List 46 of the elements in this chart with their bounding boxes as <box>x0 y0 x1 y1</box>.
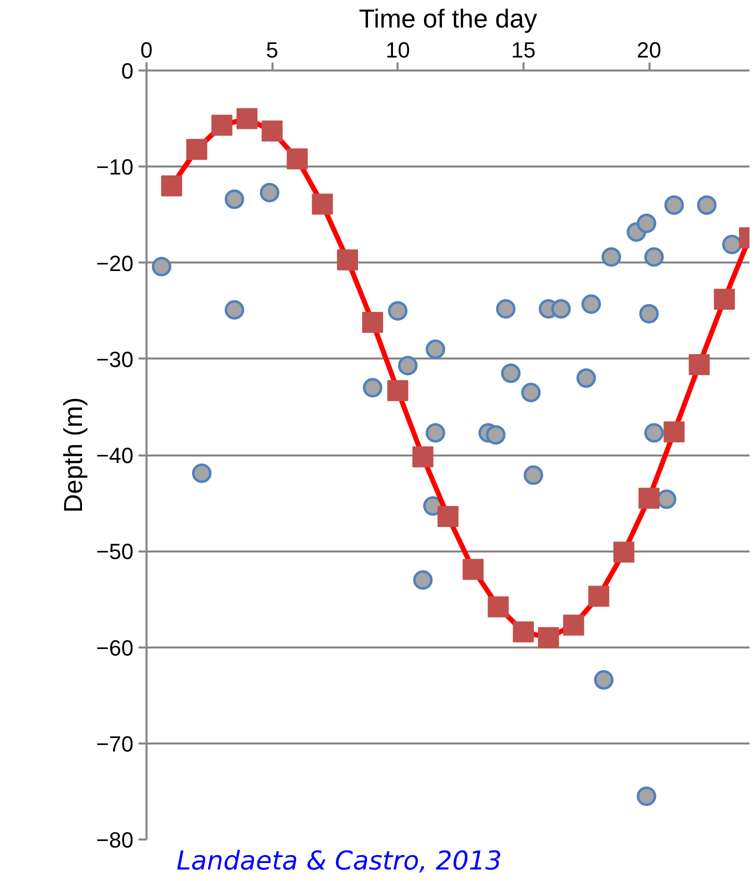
x-tick-label: 15 <box>511 38 536 62</box>
point <box>722 234 742 254</box>
point <box>260 182 280 202</box>
point <box>426 340 446 359</box>
y-tick-label: −60 <box>96 635 134 660</box>
point <box>388 301 408 321</box>
y-tick-label: −70 <box>96 731 134 756</box>
point <box>697 195 717 215</box>
text: Landaeta & Castro, 2013 <box>176 846 502 876</box>
y-tick-label: −10 <box>96 154 134 180</box>
x-tick-label: 5 <box>266 38 278 62</box>
point <box>639 304 659 324</box>
point <box>224 190 244 210</box>
y-tick-label: −50 <box>96 539 134 564</box>
x-tick-label: 0 <box>140 38 153 62</box>
point <box>576 368 596 388</box>
point <box>362 378 382 398</box>
y-tick-label: −80 <box>96 828 134 852</box>
point <box>594 670 614 690</box>
point <box>413 570 433 590</box>
point <box>644 247 664 267</box>
point <box>192 464 212 483</box>
y-axis-title: Depth (m) <box>58 397 88 513</box>
point <box>636 214 656 234</box>
y-tick-label: −20 <box>96 250 134 276</box>
point <box>398 356 418 376</box>
y-tick-label: −30 <box>96 346 134 372</box>
point <box>664 195 684 215</box>
x-axis-title: Time of the day <box>358 4 538 34</box>
point <box>486 425 506 445</box>
point <box>224 300 244 320</box>
y-tick-label: 0 <box>121 58 134 84</box>
point <box>496 299 516 319</box>
point <box>636 786 656 806</box>
x-tick-label: 10 <box>386 38 410 62</box>
point <box>521 382 541 402</box>
x-tick-label: 20 <box>636 38 662 62</box>
point <box>551 299 571 319</box>
point <box>152 256 172 276</box>
point <box>581 294 601 314</box>
y-tick-label: −40 <box>96 443 134 468</box>
point <box>644 423 664 443</box>
point <box>602 247 622 267</box>
point <box>524 465 544 485</box>
point <box>501 364 521 384</box>
point <box>426 423 446 443</box>
